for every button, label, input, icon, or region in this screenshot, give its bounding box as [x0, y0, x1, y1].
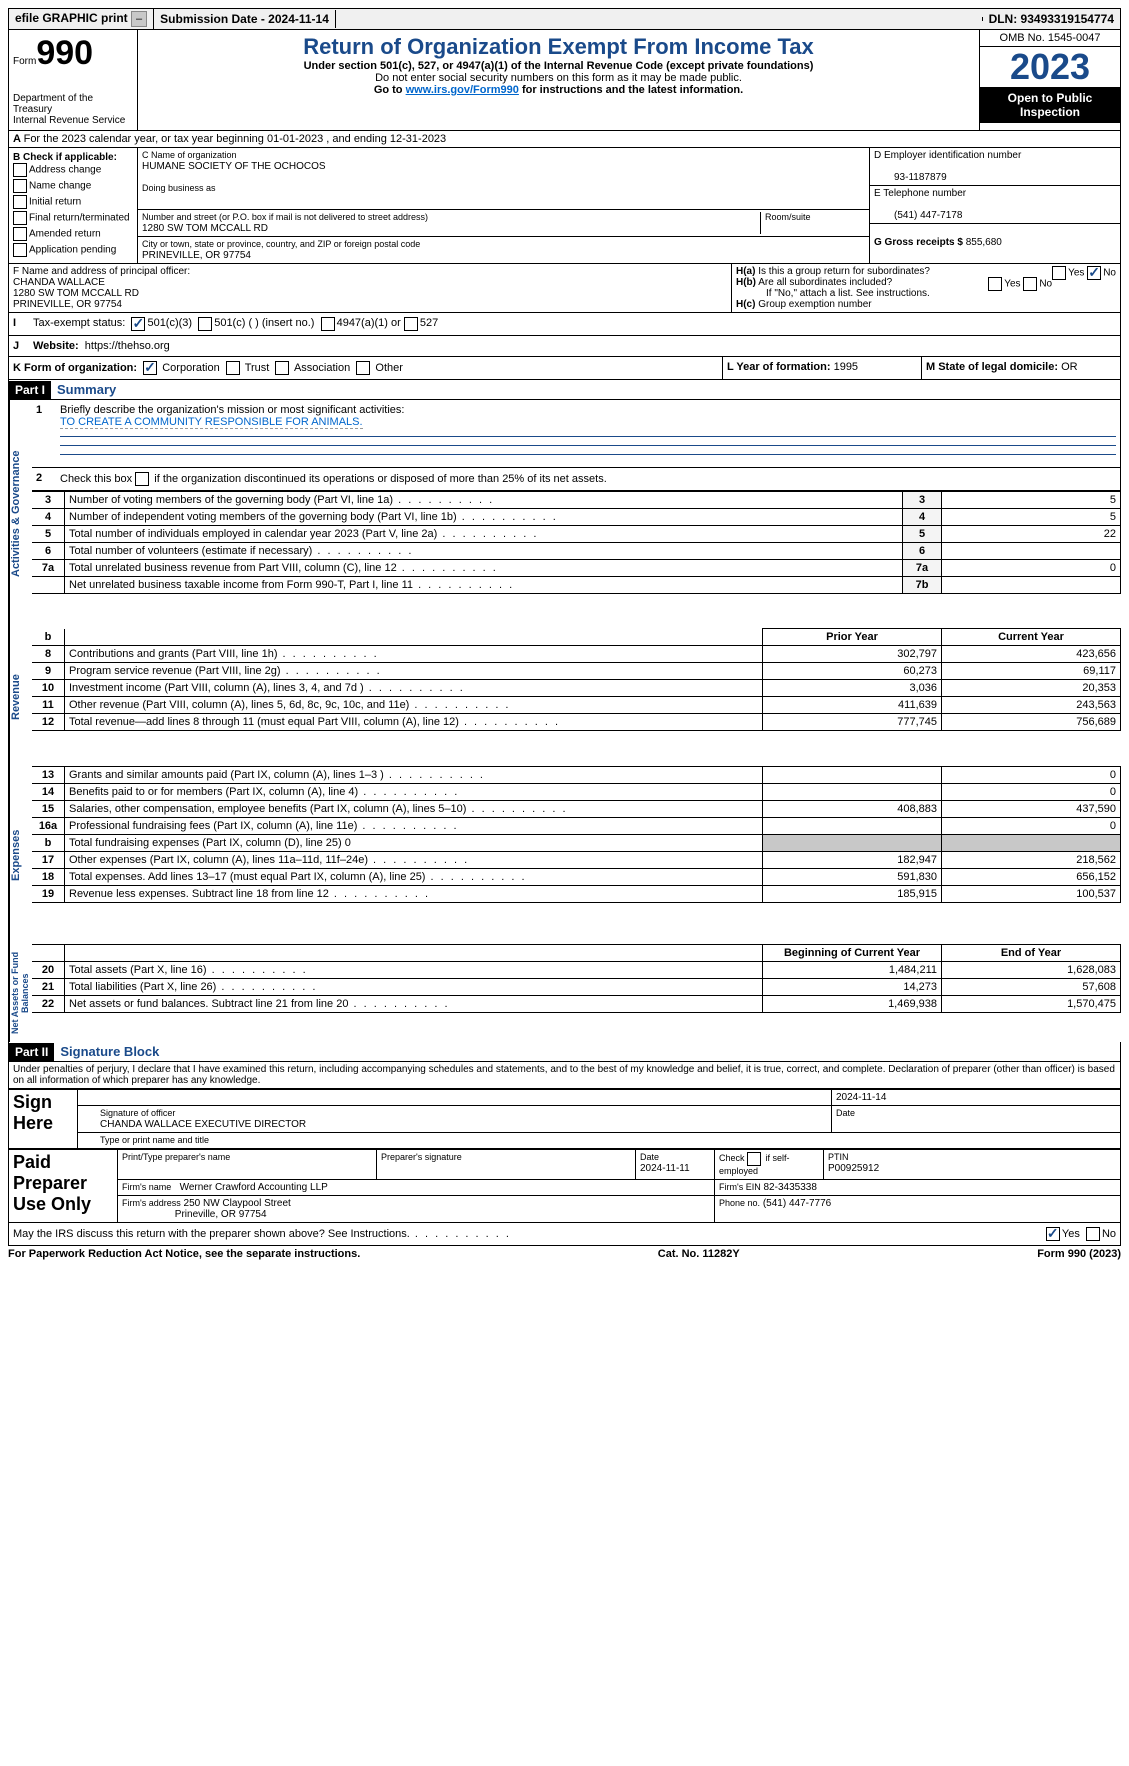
dba-label: Doing business as — [142, 183, 216, 193]
cb-self-employed[interactable] — [747, 1152, 761, 1166]
klm-row: K Form of organization: Corporation Trus… — [8, 357, 1121, 380]
cb-527[interactable] — [404, 317, 418, 331]
sign-date: 2024-11-14 — [836, 1092, 886, 1103]
c-name-label: C Name of organization — [142, 150, 237, 160]
j-row: J Website: https://thehso.org — [8, 336, 1121, 357]
cb-amended[interactable] — [13, 227, 27, 241]
print-button[interactable]: – — [131, 11, 147, 27]
inspection-label: Open to Public Inspection — [980, 87, 1120, 123]
dept-label: Department of the Treasury Internal Reve… — [13, 93, 133, 126]
irs-link[interactable]: www.irs.gov/Form990 — [406, 84, 519, 96]
officer-name: CHANDA WALLACE — [13, 277, 727, 288]
discuss-row: May the IRS discuss this return with the… — [8, 1223, 1121, 1246]
mission: TO CREATE A COMMUNITY RESPONSIBLE FOR AN… — [60, 416, 363, 429]
penalties-text: Under penalties of perjury, I declare th… — [8, 1062, 1121, 1089]
ptin: P00925912 — [828, 1163, 879, 1174]
firm-phone: (541) 447-7776 — [763, 1198, 831, 1209]
governance-table: 3Number of voting members of the governi… — [32, 491, 1121, 594]
cb-assoc[interactable] — [275, 361, 289, 375]
discuss-yes[interactable] — [1046, 1227, 1060, 1241]
sign-here-block: Sign Here 2024-11-14 Signature of office… — [8, 1089, 1121, 1149]
form-sub1: Under section 501(c), 527, or 4947(a)(1)… — [142, 60, 975, 72]
cb-app-pending[interactable] — [13, 243, 27, 257]
org-city: PRINEVILLE, OR 97754 — [142, 250, 251, 261]
hb-yes[interactable] — [988, 277, 1002, 291]
col-b-checkboxes: B Check if applicable: Address change Na… — [9, 148, 138, 263]
omb-number: OMB No. 1545-0047 — [980, 30, 1120, 47]
dln: DLN: 93493319154774 — [983, 10, 1120, 28]
ein: 93-1187879 — [874, 172, 947, 183]
form-title: Return of Organization Exempt From Incom… — [142, 34, 975, 60]
org-address: 1280 SW TOM MCCALL RD — [142, 223, 268, 234]
f-h-row: F Name and address of principal officer:… — [8, 264, 1121, 313]
cb-501c3[interactable] — [131, 317, 145, 331]
cb-final-return[interactable] — [13, 211, 27, 225]
page-footer: For Paperwork Reduction Act Notice, see … — [8, 1246, 1121, 1260]
tax-year: 2023 — [980, 47, 1120, 87]
part1-title: Summary — [51, 380, 122, 399]
part1-header: Part I — [9, 381, 51, 399]
cb-address-change[interactable] — [13, 163, 27, 177]
row-a-tax-year: A For the 2023 calendar year, or tax yea… — [8, 131, 1121, 148]
cb-other[interactable] — [356, 361, 370, 375]
i-row: I Tax-exempt status: 501(c)(3) 501(c) ( … — [8, 313, 1121, 336]
form-sub2: Do not enter social security numbers on … — [142, 72, 975, 84]
cb-trust[interactable] — [226, 361, 240, 375]
ha-no[interactable] — [1087, 266, 1101, 280]
form-prefix: Form — [13, 56, 36, 67]
efile-label: efile GRAPHIC print – — [9, 9, 154, 29]
firm-ein: 82-3435338 — [764, 1182, 817, 1193]
cb-initial-return[interactable] — [13, 195, 27, 209]
officer-sig: CHANDA WALLACE EXECUTIVE DIRECTOR — [100, 1119, 306, 1130]
expenses-table: 13Grants and similar amounts paid (Part … — [32, 766, 1121, 903]
side-expenses: Expenses — [9, 766, 32, 944]
website: https://thehso.org — [85, 340, 170, 352]
form-number: 990 — [36, 34, 93, 72]
phone: (541) 447-7178 — [874, 210, 962, 221]
discuss-no[interactable] — [1086, 1227, 1100, 1241]
org-name: HUMANE SOCIETY OF THE OCHOCOS — [142, 161, 326, 172]
year-formation: 1995 — [834, 361, 858, 373]
part2-title: Signature Block — [54, 1042, 165, 1061]
side-governance: Activities & Governance — [9, 400, 32, 628]
paid-preparer-block: Paid Preparer Use Only Print/Type prepar… — [8, 1149, 1121, 1223]
form-sub3: Go to www.irs.gov/Form990 for instructio… — [142, 84, 975, 96]
cb-name-change[interactable] — [13, 179, 27, 193]
ha-yes[interactable] — [1052, 266, 1066, 280]
gross-receipts: 855,680 — [966, 237, 1002, 248]
state-domicile: OR — [1061, 361, 1078, 373]
cb-4947[interactable] — [321, 317, 335, 331]
submission-date: Submission Date - 2024-11-14 — [154, 10, 336, 28]
firm-name: Werner Crawford Accounting LLP — [180, 1182, 328, 1193]
sign-here-label: Sign Here — [9, 1090, 78, 1149]
paid-preparer-label: Paid Preparer Use Only — [9, 1150, 118, 1223]
revenue-table: bPrior YearCurrent Year8Contributions an… — [32, 628, 1121, 731]
cb-corp[interactable] — [143, 361, 157, 375]
part2-header: Part II — [9, 1043, 54, 1061]
top-bar: efile GRAPHIC print – Submission Date - … — [8, 8, 1121, 30]
side-netassets: Net Assets or Fund Balances — [9, 944, 32, 1042]
side-revenue: Revenue — [9, 628, 32, 766]
cb-501c[interactable] — [198, 317, 212, 331]
info-grid: B Check if applicable: Address change Na… — [8, 148, 1121, 264]
form-header: Form990 Department of the Treasury Inter… — [8, 30, 1121, 131]
netassets-table: Beginning of Current YearEnd of Year20To… — [32, 944, 1121, 1013]
cb-discontinued[interactable] — [135, 472, 149, 486]
hb-no[interactable] — [1023, 277, 1037, 291]
